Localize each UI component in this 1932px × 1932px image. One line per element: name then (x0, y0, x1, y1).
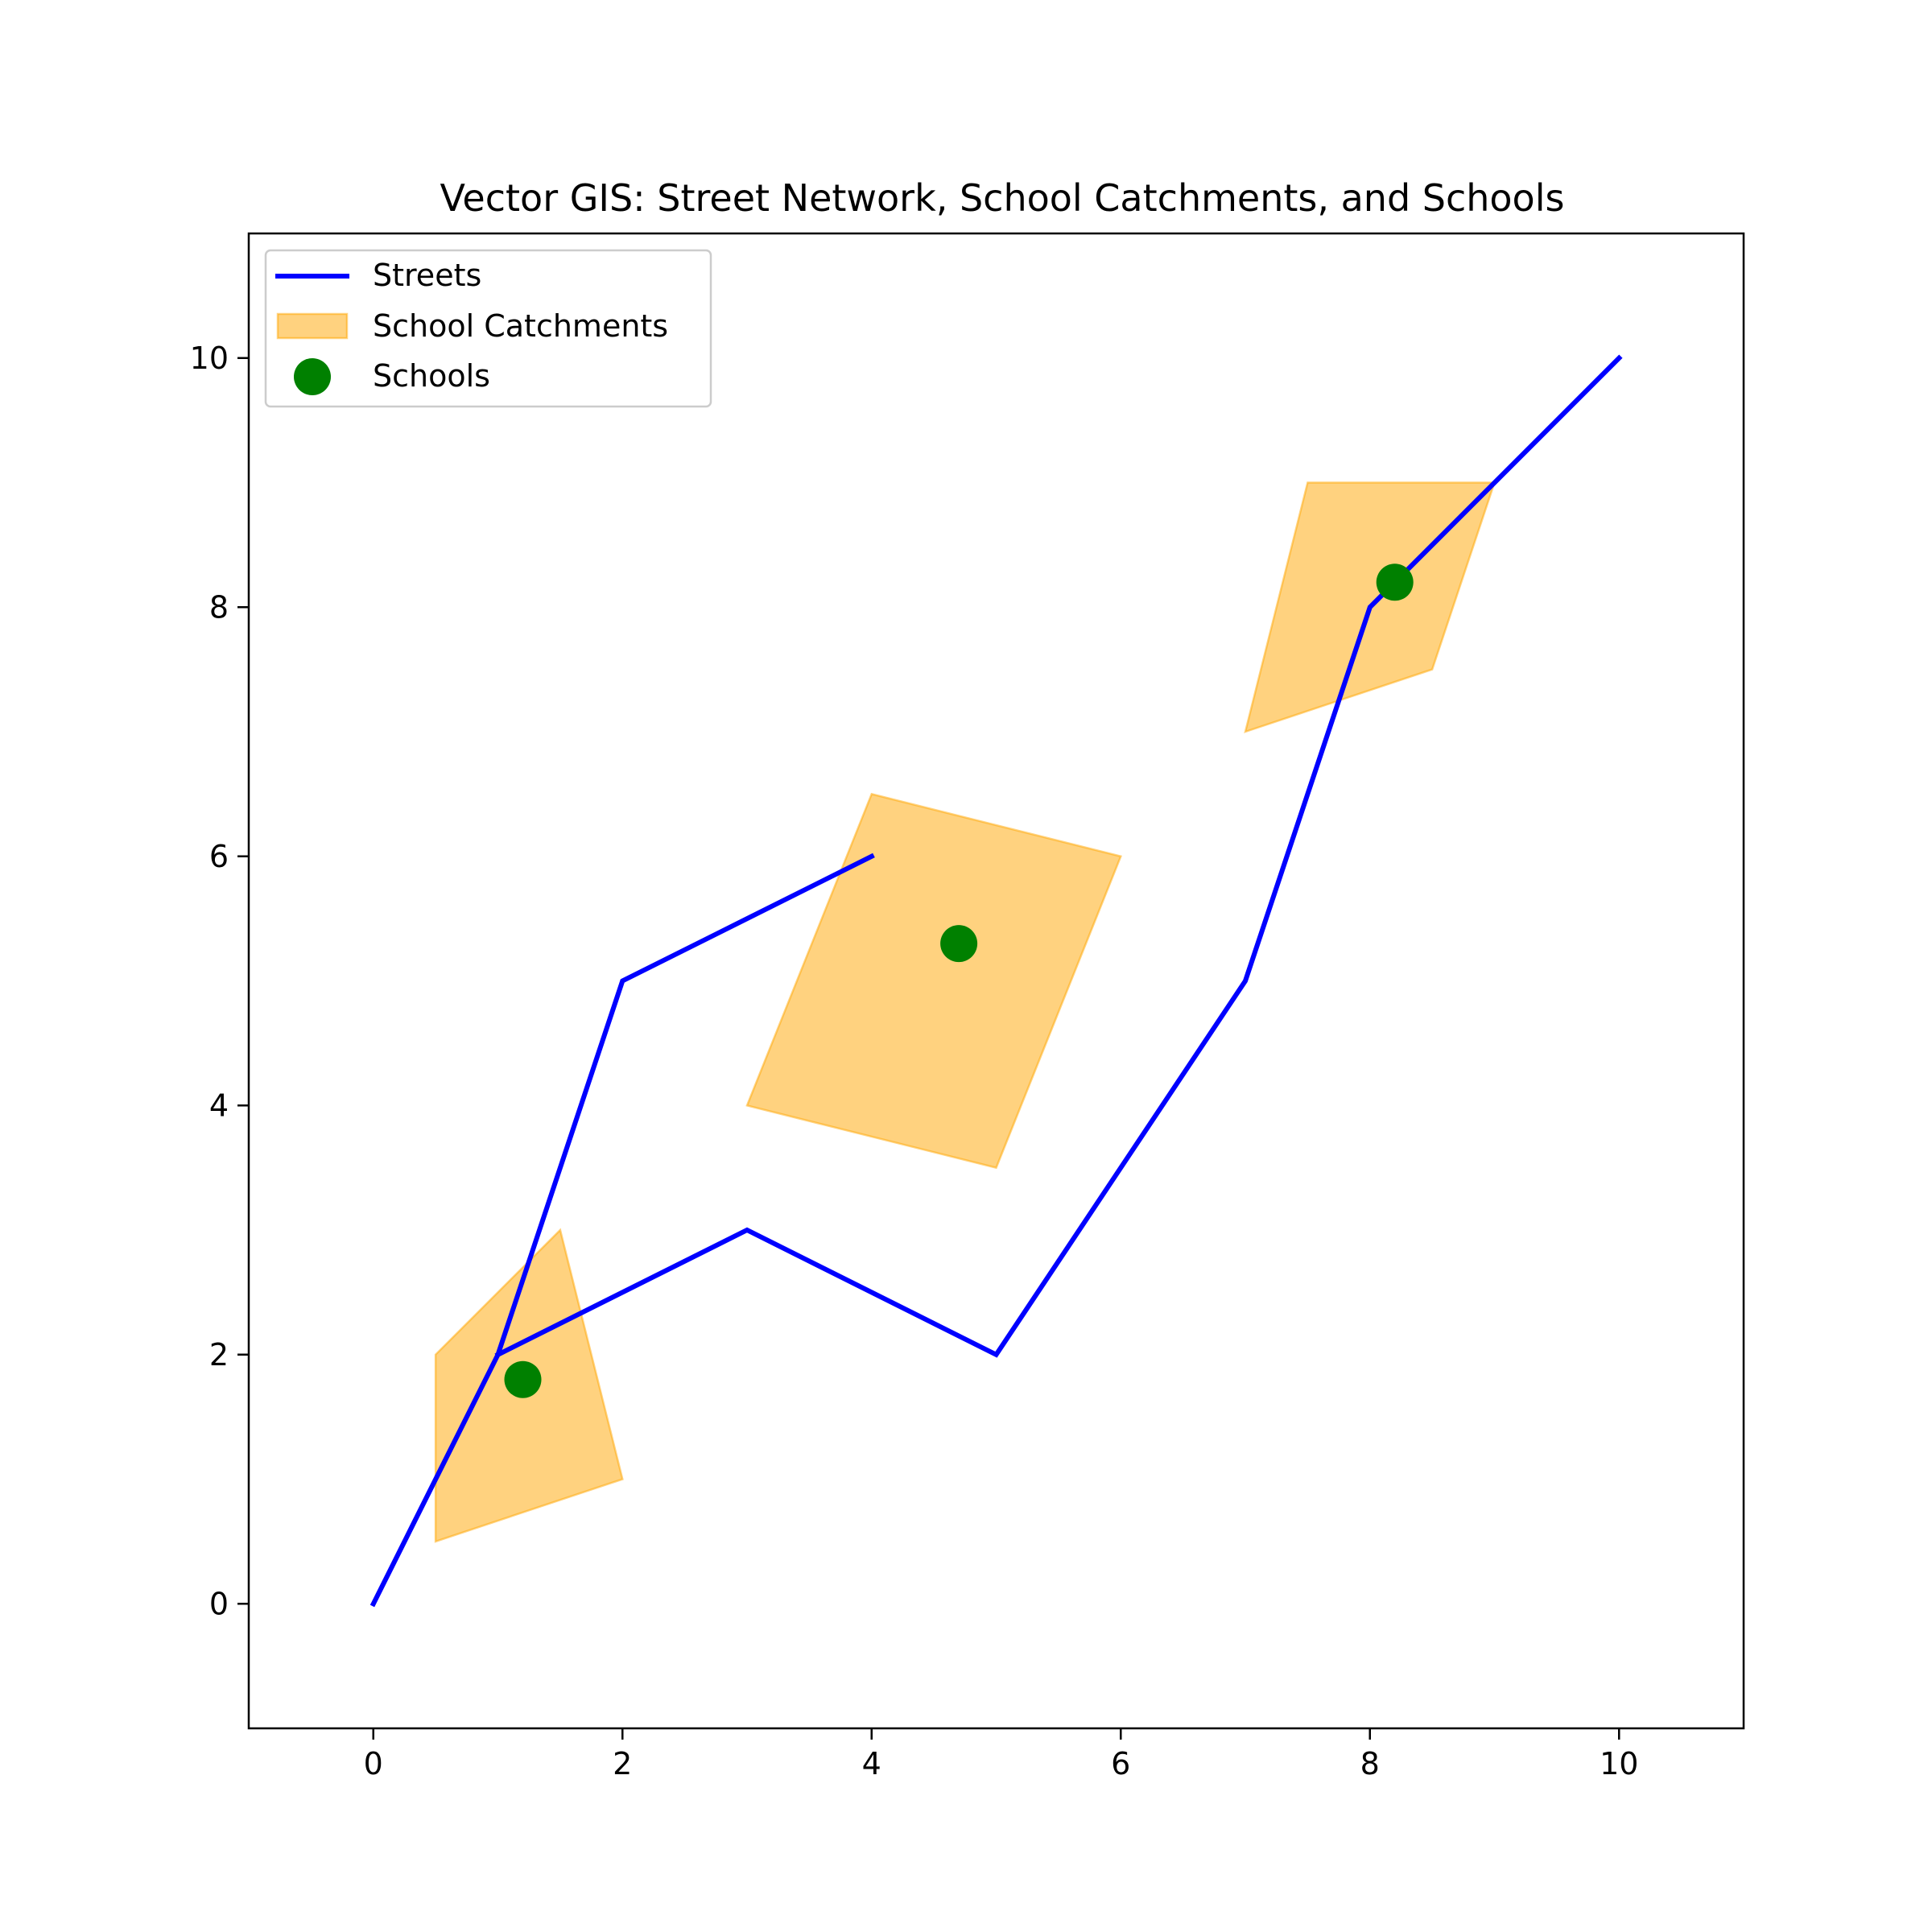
x-tick-label: 0 (364, 1746, 383, 1781)
street-line-1 (369, 852, 875, 1608)
chart-title: Vector GIS: Street Network, School Catch… (440, 176, 1565, 220)
y-tick-label: 10 (190, 341, 229, 376)
y-tick-label: 6 (209, 839, 229, 874)
street-line-2 (494, 354, 1623, 1358)
legend-label-school-catchments: School Catchments (373, 308, 668, 344)
legend-label-streets: Streets (373, 258, 481, 293)
school-point-3 (1376, 564, 1414, 601)
streets-layer (369, 354, 1623, 1608)
x-tick-label: 6 (1111, 1746, 1130, 1781)
legend-catchments-swatch (276, 312, 349, 340)
y-tick-label: 8 (209, 589, 229, 625)
school-point-1 (504, 1360, 542, 1398)
x-tick-label: 10 (1600, 1746, 1638, 1781)
x-tick-label: 8 (1360, 1746, 1380, 1781)
x-axis: 0 2 4 6 8 10 (364, 1728, 1638, 1781)
x-tick-label: 4 (862, 1746, 881, 1781)
y-tick-label: 2 (209, 1337, 229, 1373)
legend-label-schools: Schools (373, 358, 490, 394)
y-tick-label: 0 (209, 1586, 229, 1621)
y-axis: 0 2 4 6 8 10 (190, 341, 249, 1621)
school-point-2 (940, 925, 978, 963)
legend-frame (264, 249, 712, 408)
plot-area (369, 354, 1623, 1608)
schools-layer (504, 564, 1414, 1398)
legend-schools-swatch (294, 358, 331, 395)
y-tick-label: 4 (209, 1088, 229, 1123)
axes-frame (247, 232, 1745, 1730)
x-tick-label: 2 (613, 1746, 632, 1781)
legend: Streets School Catchments Schools (264, 249, 712, 408)
catchment-polygon-2 (745, 792, 1122, 1170)
